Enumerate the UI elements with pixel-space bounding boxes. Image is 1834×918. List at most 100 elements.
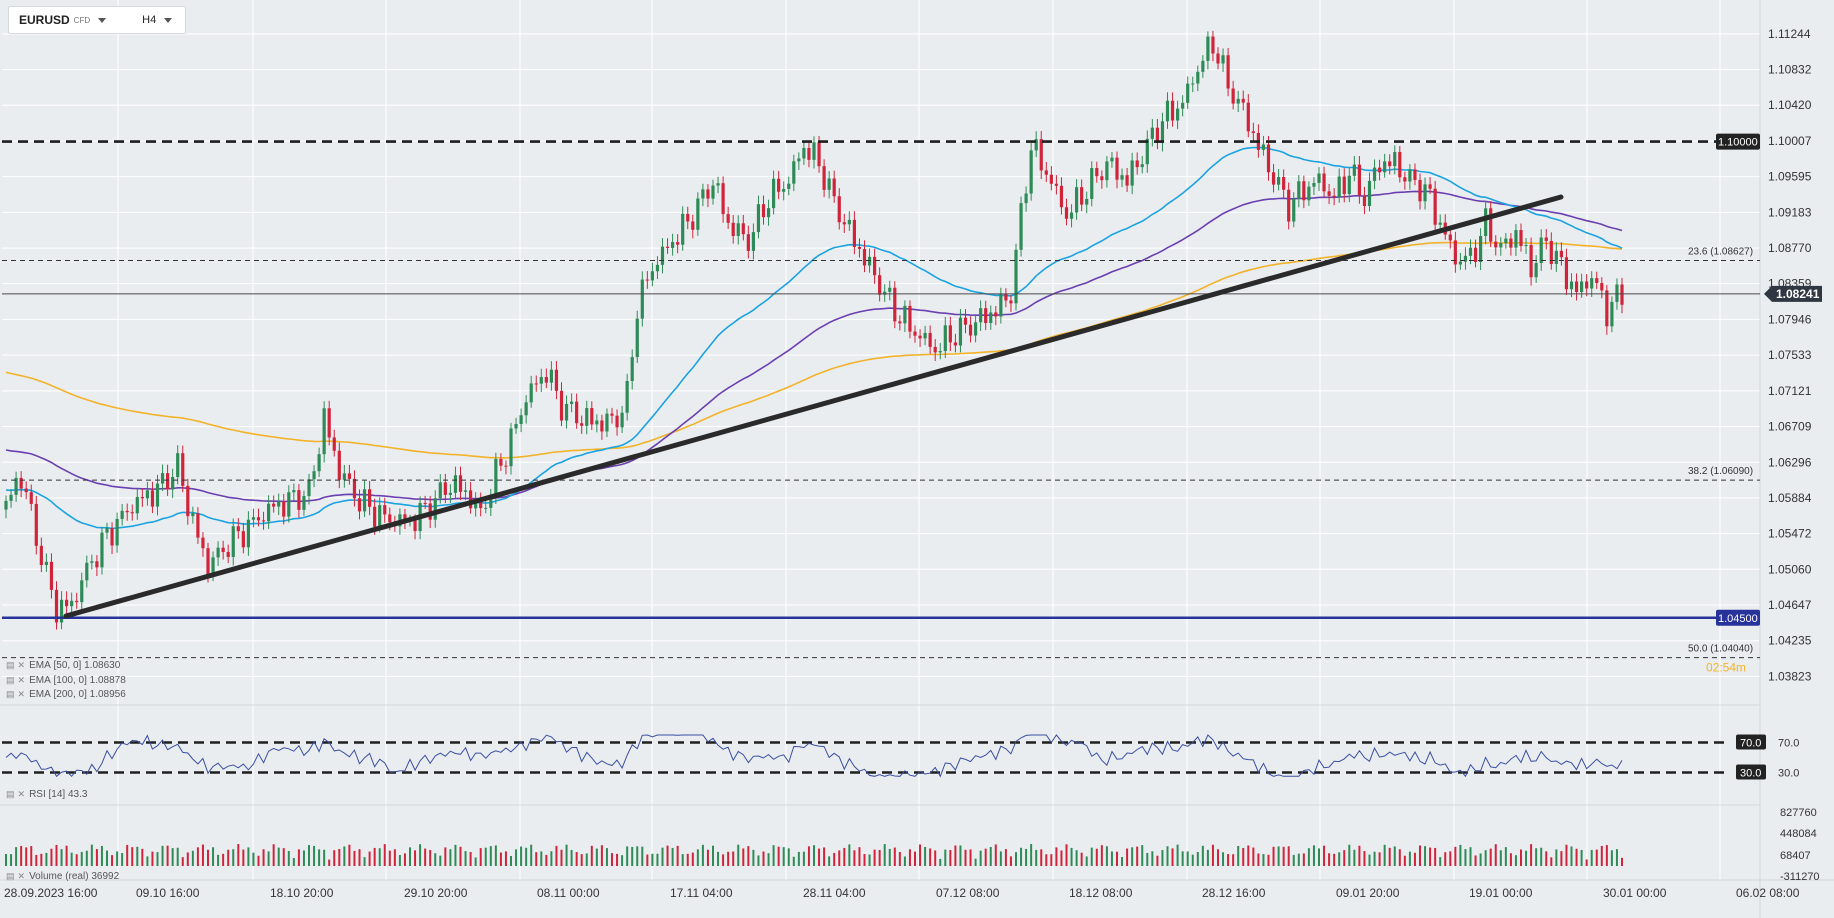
candle bbox=[160, 464, 165, 491]
volume-bar bbox=[828, 856, 831, 866]
candle bbox=[1367, 172, 1372, 212]
candle bbox=[787, 176, 791, 196]
candle-body bbox=[999, 293, 1003, 317]
candle-body bbox=[544, 376, 548, 383]
volume-bar bbox=[1408, 851, 1411, 866]
candle-body bbox=[1559, 250, 1563, 258]
chevron-down-icon[interactable] bbox=[98, 17, 107, 23]
volume-legend[interactable]: ▤ ✕ Volume (real) 36992 bbox=[6, 871, 120, 882]
candle-body bbox=[1231, 88, 1235, 104]
candle-body bbox=[1211, 36, 1215, 54]
candle-body bbox=[1509, 238, 1513, 248]
settings-icon[interactable]: ▤ bbox=[6, 871, 15, 881]
chevron-down-icon[interactable] bbox=[164, 17, 173, 23]
close-icon[interactable]: ✕ bbox=[17, 689, 26, 699]
volume-bar bbox=[550, 851, 553, 866]
settings-icon[interactable]: ▤ bbox=[6, 660, 15, 670]
candle-body bbox=[948, 325, 952, 343]
candle-body bbox=[938, 351, 942, 353]
volume-bar bbox=[1151, 851, 1154, 866]
candle-body bbox=[1347, 175, 1351, 195]
volume-bar bbox=[656, 853, 659, 866]
candle bbox=[1479, 228, 1483, 271]
volume-bar bbox=[242, 849, 245, 866]
candle-body bbox=[721, 183, 725, 215]
candle bbox=[509, 422, 513, 475]
candle bbox=[105, 522, 109, 540]
settings-icon[interactable]: ▤ bbox=[6, 789, 15, 799]
candle-body bbox=[4, 500, 8, 510]
candle bbox=[837, 188, 841, 230]
volume-bar bbox=[1201, 845, 1204, 866]
candle bbox=[347, 464, 351, 485]
candle bbox=[933, 339, 937, 362]
candle bbox=[54, 581, 59, 630]
candle bbox=[484, 500, 488, 514]
candle-body bbox=[1292, 198, 1296, 222]
candle-body bbox=[484, 507, 488, 509]
volume-bar bbox=[1570, 846, 1573, 866]
candle bbox=[231, 518, 235, 566]
volume-bar bbox=[1514, 855, 1517, 866]
volume-bar bbox=[1095, 848, 1098, 866]
ema100-legend[interactable]: ▤ ✕ EMA [100, 0] 1.08878 bbox=[6, 675, 126, 686]
candle bbox=[337, 442, 341, 489]
ema50-legend[interactable]: ▤ ✕ EMA [50, 0] 1.08630 bbox=[6, 660, 121, 671]
candle bbox=[85, 555, 89, 588]
candle bbox=[1357, 155, 1361, 204]
volume-bar bbox=[1141, 845, 1144, 866]
symbol-name[interactable]: EURUSD bbox=[19, 13, 70, 27]
volume-bar bbox=[1585, 859, 1588, 866]
candle bbox=[1327, 184, 1331, 205]
candle bbox=[458, 466, 463, 501]
ema200-legend[interactable]: ▤ ✕ EMA [200, 0] 1.08956 bbox=[6, 689, 126, 700]
volume-bar bbox=[1535, 848, 1538, 866]
time-tick-label: 28.11 04:00 bbox=[803, 886, 866, 900]
settings-icon[interactable]: ▤ bbox=[6, 675, 15, 685]
close-icon[interactable]: ✕ bbox=[17, 675, 26, 685]
candle bbox=[812, 136, 816, 169]
volume-bar bbox=[1555, 849, 1558, 866]
settings-icon[interactable]: ▤ bbox=[6, 689, 15, 699]
volume-bar bbox=[676, 845, 679, 866]
timeframe-select[interactable]: H4 bbox=[142, 14, 157, 26]
candle-body bbox=[337, 450, 341, 480]
candle bbox=[665, 238, 670, 254]
time-tick-label: 08.11 00:00 bbox=[537, 886, 600, 900]
candle bbox=[1554, 242, 1558, 272]
close-icon[interactable]: ✕ bbox=[17, 660, 26, 670]
candle-body bbox=[463, 490, 468, 492]
close-icon[interactable]: ✕ bbox=[17, 789, 26, 799]
volume-bar bbox=[1550, 857, 1553, 866]
volume-bar bbox=[156, 852, 159, 866]
volume-bar bbox=[454, 844, 457, 866]
candle bbox=[852, 211, 856, 255]
candle-body bbox=[357, 498, 362, 512]
close-icon[interactable]: ✕ bbox=[17, 871, 26, 881]
candle-body bbox=[1110, 157, 1114, 162]
candle bbox=[913, 325, 917, 343]
candle bbox=[287, 485, 291, 523]
volume-bar bbox=[1530, 844, 1533, 866]
price-tick-label: 1.10832 bbox=[1768, 63, 1812, 77]
volume-bar bbox=[706, 849, 709, 866]
volume-bar bbox=[1060, 850, 1063, 866]
volume-bar bbox=[1580, 849, 1583, 866]
candle-body bbox=[201, 537, 205, 549]
volume-bar bbox=[1474, 855, 1477, 866]
volume-bar bbox=[1161, 850, 1164, 866]
candle-body bbox=[1362, 195, 1367, 207]
candle-body bbox=[1277, 176, 1281, 185]
volume-bar bbox=[1009, 856, 1012, 866]
candle bbox=[1569, 273, 1574, 298]
candle bbox=[802, 142, 806, 165]
rsi-legend[interactable]: ▤ ✕ RSI [14] 43.3 bbox=[6, 789, 88, 800]
symbol-toolbar[interactable]: EURUSD CFD H4 bbox=[8, 6, 186, 34]
candle-body bbox=[1140, 164, 1144, 168]
candle bbox=[39, 537, 43, 573]
volume-bar bbox=[924, 846, 927, 866]
volume-bar bbox=[1262, 854, 1265, 866]
candle bbox=[979, 300, 983, 331]
